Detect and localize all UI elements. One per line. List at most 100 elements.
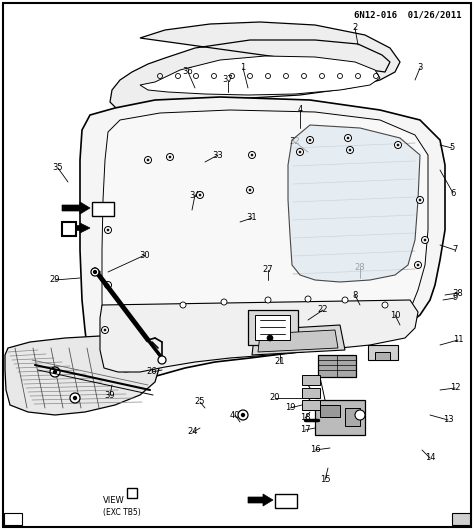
Circle shape [251,154,253,156]
Polygon shape [140,56,380,95]
Circle shape [342,297,348,303]
Text: 37: 37 [223,75,233,84]
Text: 6N12-016  01/26/2011: 6N12-016 01/26/2011 [355,10,462,19]
Text: 14: 14 [425,454,435,463]
Text: 6: 6 [450,189,456,198]
Text: 10: 10 [390,311,400,320]
Text: 4: 4 [297,105,302,114]
Circle shape [93,270,97,273]
Text: 16: 16 [310,446,320,455]
Circle shape [197,191,203,199]
Text: 38: 38 [453,288,464,297]
Circle shape [70,393,80,403]
Circle shape [305,296,311,302]
Circle shape [346,146,354,154]
Circle shape [147,159,149,161]
Polygon shape [76,223,90,233]
Circle shape [355,410,365,420]
Circle shape [166,154,173,161]
Text: 12: 12 [450,384,460,393]
Text: 7: 7 [452,245,458,254]
Text: FRT: FRT [96,206,110,212]
Text: 32: 32 [290,137,301,146]
Circle shape [169,156,171,158]
Text: 36: 36 [182,67,193,76]
Polygon shape [252,325,345,355]
Circle shape [417,264,419,266]
Circle shape [104,281,111,288]
Circle shape [199,194,201,196]
Text: 11: 11 [453,335,463,344]
Text: 20: 20 [270,393,280,402]
Bar [315,400,365,435]
Circle shape [414,261,421,269]
Text: 1: 1 [240,64,246,73]
FancyBboxPatch shape [275,494,297,508]
Polygon shape [248,494,273,506]
Circle shape [104,226,111,234]
Polygon shape [110,22,400,110]
FancyBboxPatch shape [127,488,137,498]
Text: bf: bf [9,515,17,524]
Circle shape [307,137,313,144]
Circle shape [417,197,423,204]
Circle shape [238,410,248,420]
Text: (EXC TB5): (EXC TB5) [103,508,141,517]
Circle shape [421,236,428,243]
Circle shape [241,413,245,417]
Text: 39: 39 [105,391,115,400]
Bar [302,400,320,410]
Polygon shape [5,336,160,415]
Text: A: A [66,225,72,234]
Text: 25: 25 [195,398,205,407]
Bar [302,388,320,398]
Circle shape [221,299,227,305]
Bar [320,405,340,417]
Circle shape [309,139,311,141]
Bar [368,345,398,360]
Circle shape [249,189,251,191]
Text: 22: 22 [318,305,328,314]
Text: 34: 34 [190,190,201,199]
FancyBboxPatch shape [62,222,76,236]
Circle shape [345,135,352,142]
FancyBboxPatch shape [92,202,114,216]
Text: 26: 26 [146,367,157,376]
Text: A: A [129,489,135,498]
Bar [255,315,290,340]
Circle shape [349,149,351,151]
Circle shape [50,367,60,377]
Text: 24: 24 [188,428,198,437]
Circle shape [424,239,426,241]
Text: 33: 33 [213,151,223,160]
Text: 30: 30 [140,251,150,260]
Circle shape [107,229,109,231]
Text: 13: 13 [443,416,453,425]
Circle shape [299,151,301,153]
Polygon shape [258,330,338,352]
Bar [345,408,360,426]
Text: 29: 29 [50,276,60,285]
Circle shape [104,329,106,331]
Polygon shape [100,300,418,372]
Circle shape [265,297,271,303]
Bar [375,352,390,360]
Bar [4,513,22,525]
Text: 15: 15 [320,475,330,484]
Circle shape [248,152,255,158]
Circle shape [107,284,109,286]
Polygon shape [288,125,420,282]
Circle shape [91,268,99,276]
Circle shape [419,199,421,201]
Text: 35: 35 [53,163,64,172]
Circle shape [101,326,109,333]
Text: 28: 28 [355,263,365,272]
Circle shape [347,137,349,139]
Polygon shape [102,110,428,372]
Text: 21: 21 [275,358,285,367]
Text: 23: 23 [273,311,283,320]
Polygon shape [80,97,445,382]
Bar [302,375,320,385]
Text: 8: 8 [352,290,358,299]
Circle shape [158,356,166,364]
